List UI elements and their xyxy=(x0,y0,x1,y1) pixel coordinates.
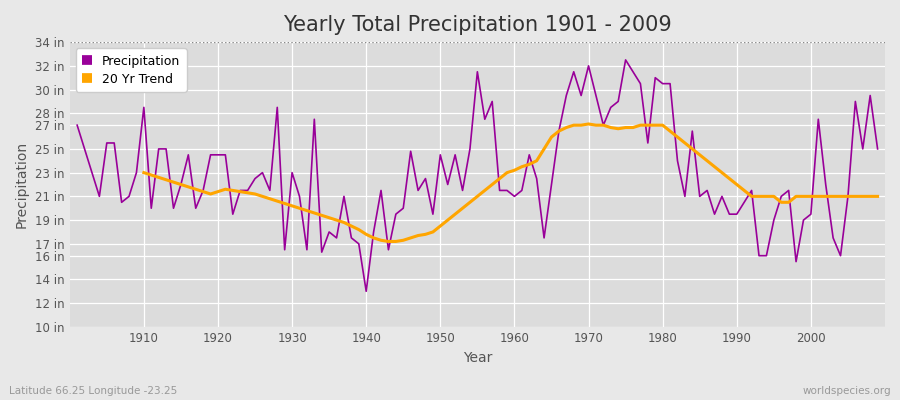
X-axis label: Year: Year xyxy=(463,351,492,365)
Text: worldspecies.org: worldspecies.org xyxy=(803,386,891,396)
Y-axis label: Precipitation: Precipitation xyxy=(15,141,29,228)
Legend: Precipitation, 20 Yr Trend: Precipitation, 20 Yr Trend xyxy=(76,48,186,92)
Text: Latitude 66.25 Longitude -23.25: Latitude 66.25 Longitude -23.25 xyxy=(9,386,177,396)
Title: Yearly Total Precipitation 1901 - 2009: Yearly Total Precipitation 1901 - 2009 xyxy=(283,15,671,35)
